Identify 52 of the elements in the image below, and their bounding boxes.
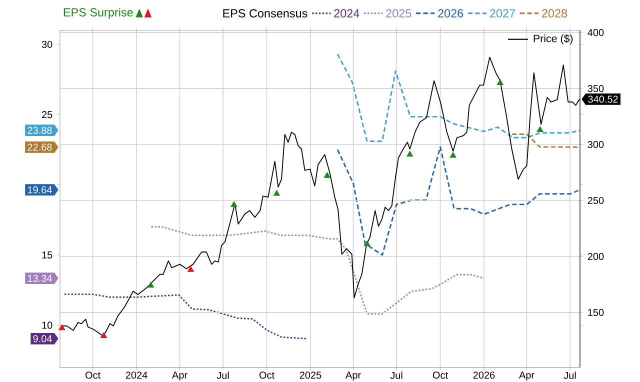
x-tick-label: Oct [432,372,448,379]
x-tick-label: Apr [172,372,188,381]
x-tick-label: Apr [519,372,534,381]
point [230,201,238,207]
line-series [150,226,485,315]
y-tick-label: 23.88 [28,126,52,134]
x-tick-label: Apr [346,372,361,381]
point [58,324,66,330]
y-tick-label: 30 [42,40,52,48]
line-series [64,294,308,340]
point [324,172,330,178]
x-tick-label: Oct [259,372,274,379]
y2-tick-label: 250 [588,196,604,204]
point [364,240,370,246]
text: EPS Surprise [64,8,133,19]
legend-label: 2024 [334,9,360,18]
y-tick-label: 10 [42,322,52,329]
point [148,282,154,288]
x-tick-label: Jul [390,372,402,379]
y2-tick-label: 200 [588,252,604,260]
legend-label: Price ($) [534,34,573,44]
y2-tick-label: 300 [588,140,604,148]
legend-label: 2025 [386,9,412,18]
x-tick-label: Oct [86,372,101,379]
point [100,332,108,338]
point [536,126,544,132]
x-tick-label: 2024 [126,372,148,379]
point [273,190,280,196]
y-tick-label: 15 [42,252,52,258]
x-tick-label: 2026 [473,372,495,379]
y-tick-label: 22.68 [28,144,52,151]
legend-label: 2027 [490,9,515,18]
legend-title: EPS Consensus [223,9,308,18]
point [450,152,456,158]
y-tick-label: 13.34 [28,274,52,282]
x-tick-label: Jul [216,372,229,379]
y-tick-label: 19.64 [28,186,52,194]
x-tick-label: 2025 [300,372,322,379]
point [496,79,504,85]
y-tick-label: 9.04 [33,335,52,342]
y2-tick-label: 340.52 [588,96,618,103]
legend-label: 2028 [542,9,568,18]
y2-tick-label: 350 [588,85,604,92]
y2-tick-label: 150 [588,308,604,316]
legend-label: 2026 [438,9,464,18]
point [187,266,194,272]
y-tick-label: 25 [42,111,52,118]
line-series [336,53,580,142]
x-tick-label: Jul [564,372,576,379]
point [406,150,414,157]
line-series [336,146,580,256]
y2-tick-label: 400 [588,29,604,36]
